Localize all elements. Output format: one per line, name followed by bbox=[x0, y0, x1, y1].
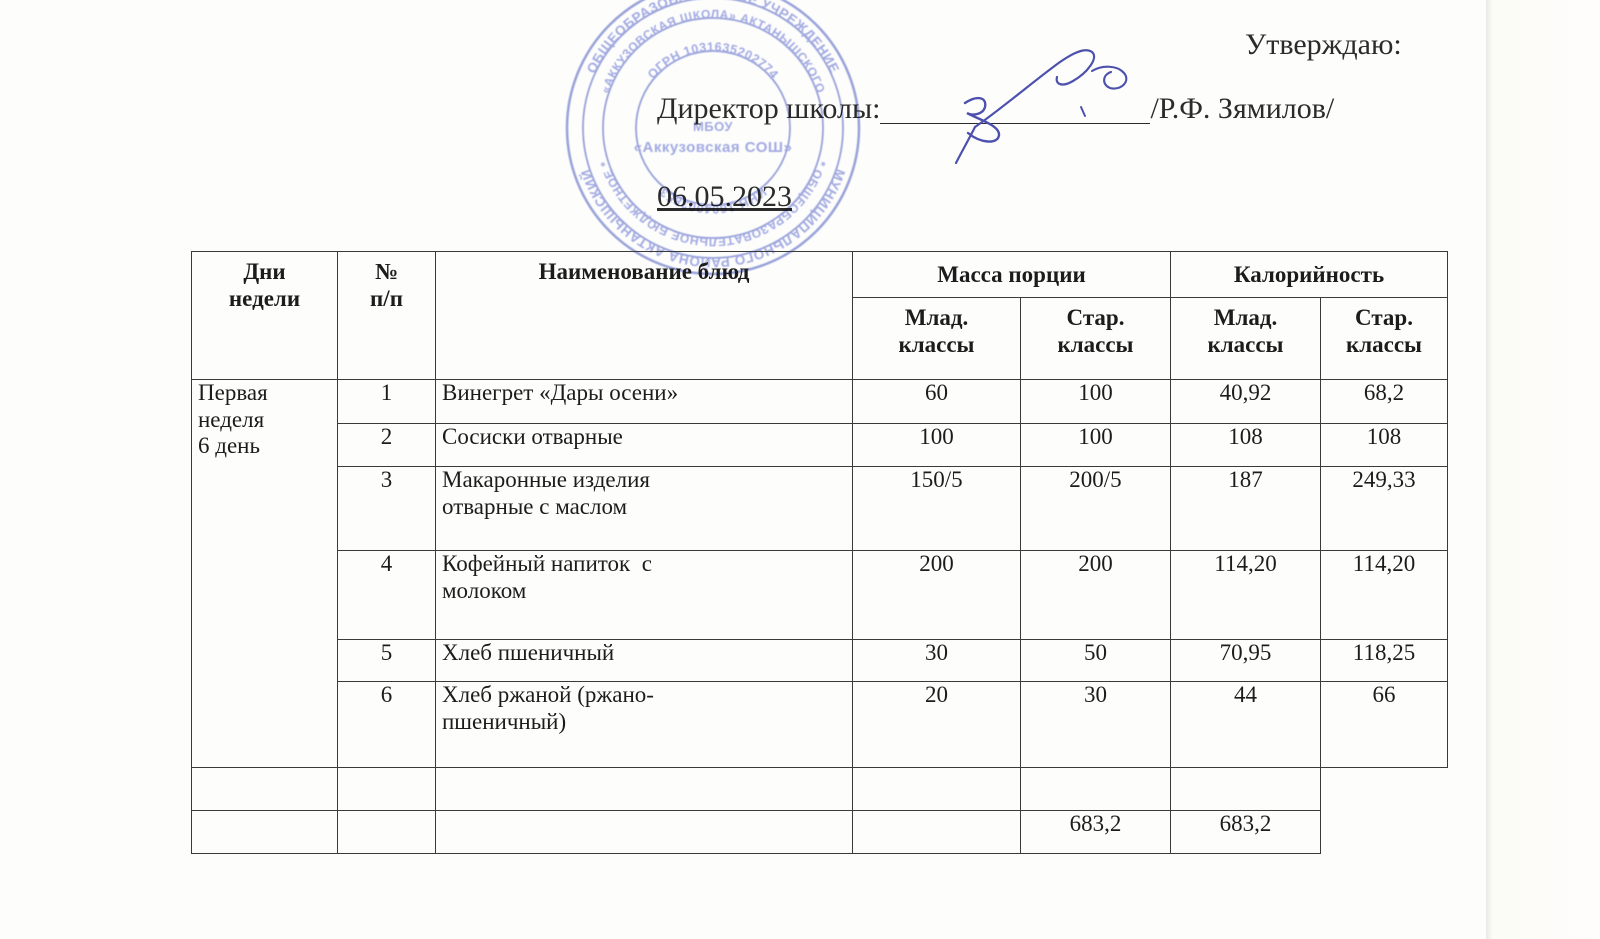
svg-text:МБОУ: МБОУ bbox=[693, 119, 733, 134]
svg-text:ОГРН 1031635202774: ОГРН 1031635202774 bbox=[645, 40, 781, 82]
svg-text:ИНН 1604003853: ИНН 1604003853 bbox=[657, 185, 769, 216]
svg-text:«Аккузовская СОШ»: «Аккузовская СОШ» bbox=[634, 139, 793, 156]
